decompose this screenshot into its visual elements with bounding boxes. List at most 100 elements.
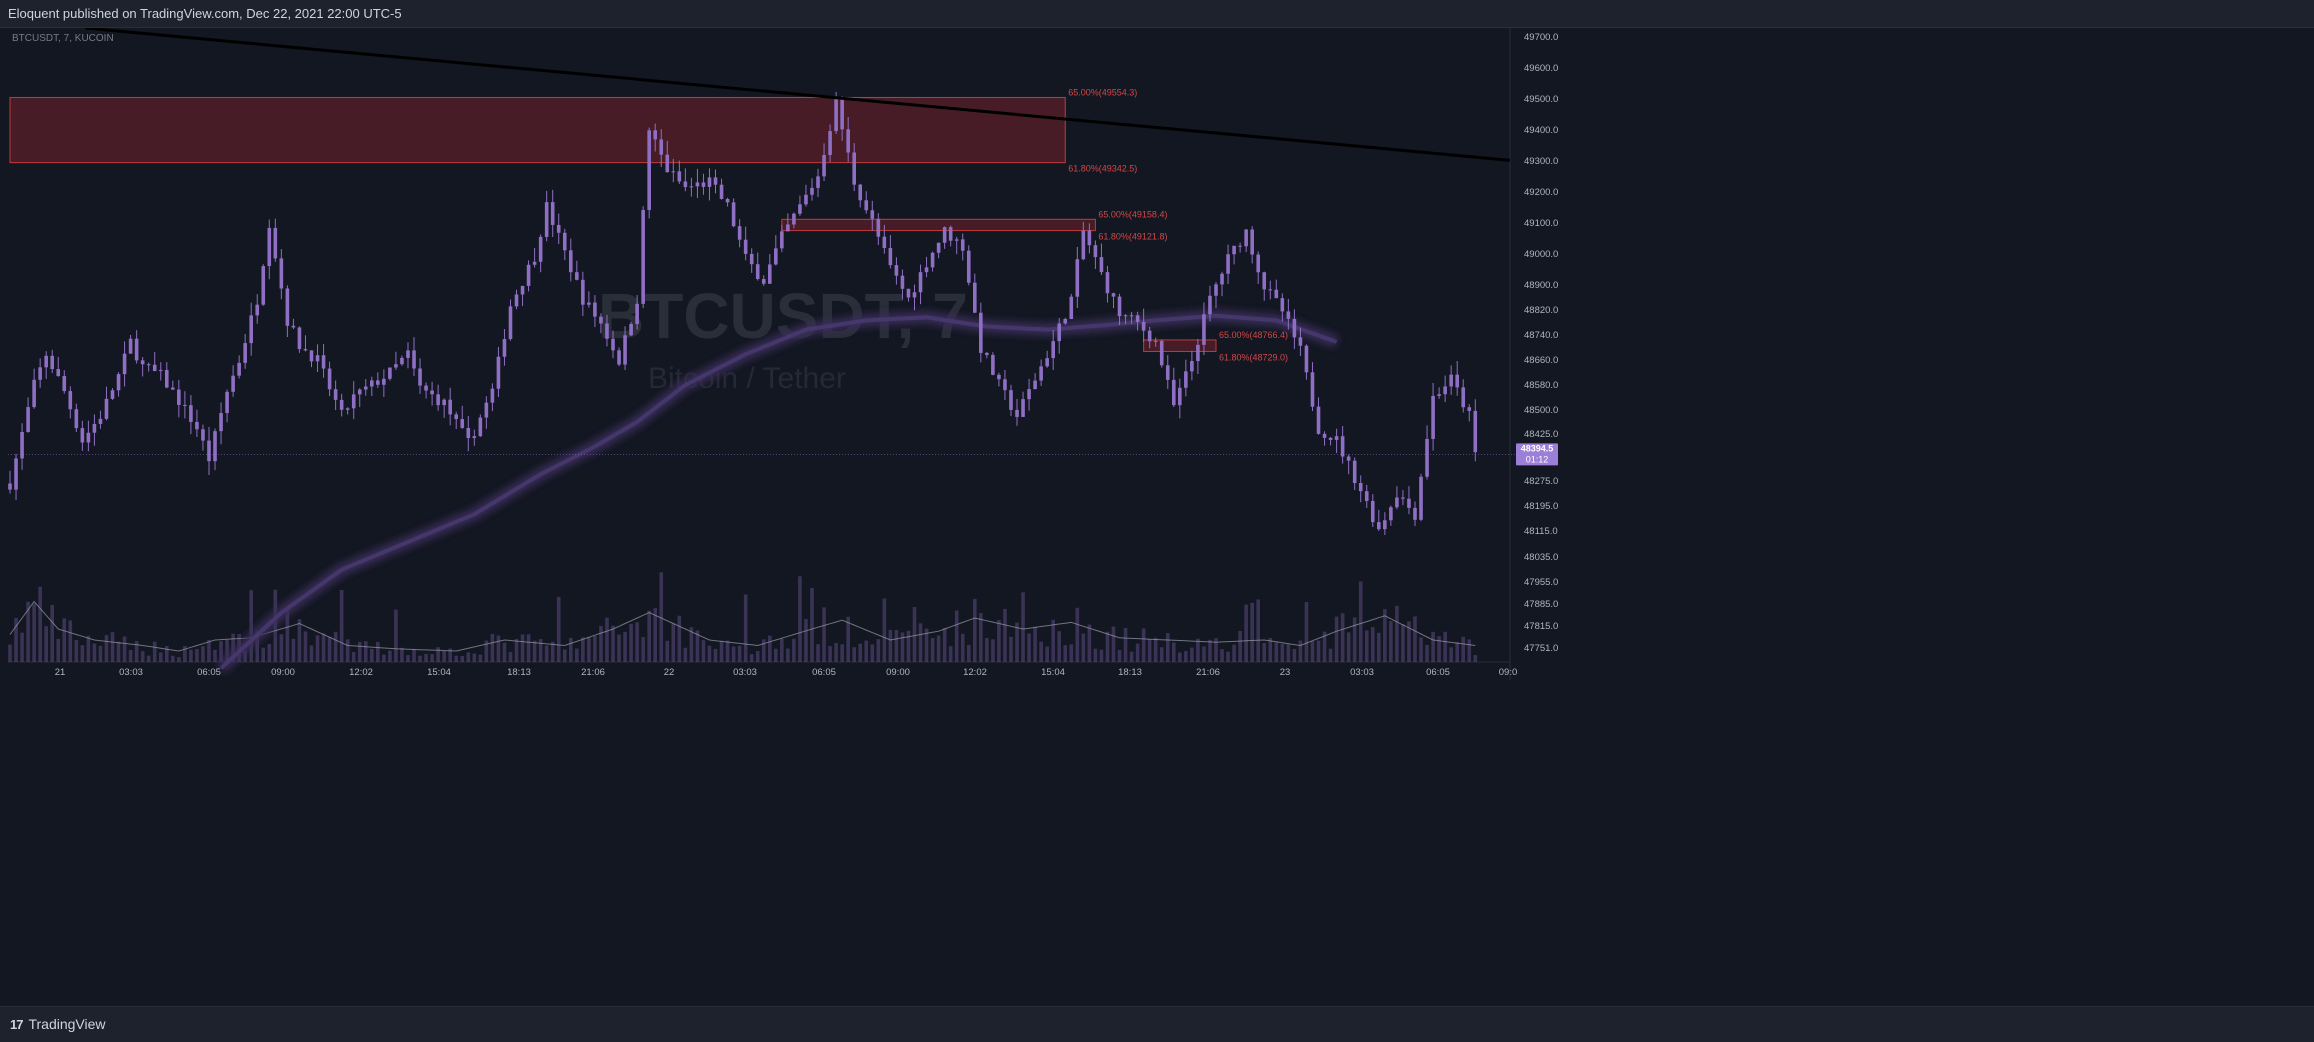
candle-body: [792, 213, 796, 225]
volume-bar: [1425, 644, 1429, 662]
candle-body: [1443, 386, 1447, 395]
volume-bar: [309, 645, 314, 662]
volume-bar: [1045, 646, 1049, 662]
time-tick: 03:03: [1350, 667, 1374, 678]
candle-body: [1057, 323, 1062, 342]
candle-body: [1159, 340, 1164, 366]
time-tick: 21:06: [1196, 667, 1220, 678]
candle-body: [755, 264, 760, 279]
volume-bar: [26, 601, 30, 662]
candle-body: [363, 386, 368, 390]
candle-body: [333, 389, 338, 400]
volume-bar: [1015, 622, 1019, 662]
candle-body: [647, 130, 651, 211]
price-tick: 48275.0: [1524, 476, 1558, 487]
candle-body: [635, 303, 639, 324]
volume-bar: [774, 648, 778, 662]
candle-body: [321, 355, 326, 369]
candle-body: [152, 364, 157, 372]
volume-bar: [1419, 637, 1423, 662]
chart-frame[interactable]: BTCUSDT, 7 Bitcoin / Tether 65.00%(49554.…: [8, 26, 2306, 1006]
volume-bar: [822, 607, 826, 662]
candle-body: [1322, 433, 1327, 438]
candle-body: [1081, 230, 1086, 260]
volume-bar: [526, 634, 531, 662]
candle-body: [472, 436, 477, 439]
volume-bar: [792, 638, 796, 662]
candle-body: [1202, 314, 1206, 345]
volume-bar: [303, 631, 308, 662]
candle-body: [490, 388, 495, 403]
candle-body: [1310, 372, 1315, 407]
candle-body: [1069, 296, 1074, 319]
price-tick: 48500.0: [1524, 405, 1558, 416]
candle-body: [279, 258, 284, 289]
candle-body: [20, 431, 24, 459]
volume-bar: [62, 618, 67, 662]
candle-body: [285, 288, 290, 326]
candle-body: [1232, 245, 1236, 255]
fib-label-618-2: 61.80%(49121.8): [1098, 232, 1167, 242]
price-tick: 49400.0: [1524, 125, 1558, 136]
tradingview-logo[interactable]: 17 TradingView: [10, 1016, 106, 1032]
volume-bar: [918, 623, 923, 662]
volume-bar: [189, 649, 193, 662]
volume-bar: [550, 641, 555, 662]
candle-body: [122, 353, 127, 375]
volume-bar: [713, 648, 718, 662]
candle-body: [50, 355, 55, 370]
candle-body: [1123, 315, 1128, 317]
candle-body: [86, 432, 91, 443]
candle-body: [1153, 340, 1158, 342]
candle-body: [997, 374, 1001, 380]
volume-bar: [755, 651, 760, 662]
candle-body: [406, 350, 410, 358]
candle-body: [104, 398, 109, 419]
volume-bar: [1147, 639, 1152, 662]
volume-bar: [870, 644, 875, 662]
candle-body: [1117, 296, 1122, 317]
volume-bar: [876, 639, 881, 662]
time-tick: 09:0: [1499, 667, 1518, 678]
candle-body: [1304, 345, 1309, 373]
candle-body: [309, 350, 314, 362]
volume-bar: [780, 638, 784, 662]
candle-body: [195, 421, 199, 430]
candle-body: [942, 227, 947, 243]
candle-body: [303, 349, 308, 351]
volume-bar: [623, 631, 627, 662]
volume-bar: [116, 641, 121, 662]
candle-body: [1401, 497, 1405, 499]
candle-body: [816, 176, 820, 188]
volume-bar: [894, 630, 899, 662]
volume-bar: [798, 576, 802, 662]
volume-bar: [1352, 617, 1357, 662]
candle-body: [1021, 399, 1025, 417]
volume-bar: [1063, 645, 1068, 662]
volume-bar: [152, 641, 157, 662]
volume-bar: [478, 654, 483, 662]
volume-bar: [201, 646, 205, 662]
price-tick: 47885.0: [1524, 599, 1558, 610]
candle-body: [1389, 507, 1393, 521]
fib-zone-1: [9, 96, 1066, 164]
volume-bar: [56, 638, 61, 662]
volume-bar: [1389, 621, 1393, 662]
volume-bar: [50, 604, 55, 662]
price-tick: 48740.0: [1524, 330, 1558, 341]
candle-body: [840, 97, 844, 130]
candle-body: [1431, 395, 1435, 439]
price-tick: 48820.0: [1524, 305, 1558, 316]
candle-body: [225, 391, 229, 414]
fib-label-618-1: 61.80%(49342.5): [1068, 164, 1137, 174]
candle-body: [134, 338, 139, 361]
volume-bar: [1153, 637, 1158, 662]
candle-body: [617, 350, 621, 365]
candle-body: [1437, 394, 1441, 396]
symbol-legend: BTCUSDT, 7, KUCOIN: [12, 33, 114, 44]
candle-body: [707, 177, 712, 187]
volume-bar: [520, 634, 525, 662]
candle-body: [629, 323, 633, 336]
volume-bar: [104, 635, 109, 662]
